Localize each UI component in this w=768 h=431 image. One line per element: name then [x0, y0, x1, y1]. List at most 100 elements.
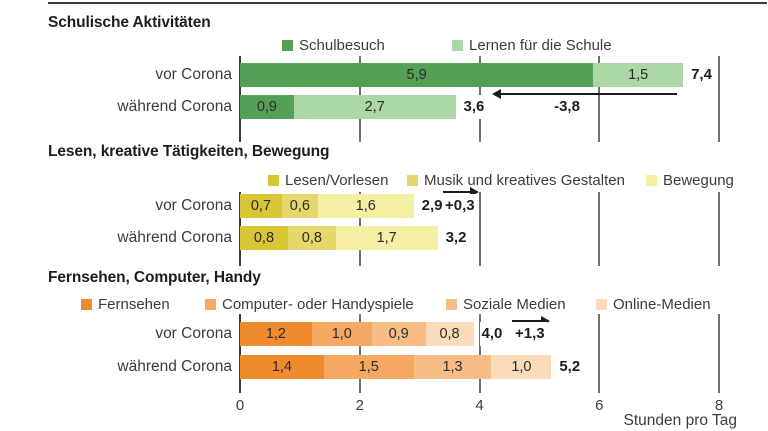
bar-segment: 1,5 — [323, 355, 414, 379]
legend-label: Musik und kreatives Gestalten — [424, 171, 625, 189]
bar-segment: 1,7 — [335, 226, 438, 250]
x-tick-label: 8 — [714, 397, 724, 414]
bar-segment-value: 0,8 — [253, 230, 275, 246]
x-tick-label: 4 — [475, 397, 484, 414]
legend-swatch-icon — [646, 174, 657, 186]
legend-label: Fernsehen — [98, 295, 170, 313]
bar-segment: 0,7 — [240, 194, 282, 218]
bar-segment: 0,8 — [425, 322, 474, 346]
bar-segment-value: 0,8 — [439, 326, 460, 342]
bar-segment: 0,9 — [240, 95, 294, 119]
bar-segment-value: 1,5 — [628, 67, 649, 83]
bar-total-value: 3,2 — [443, 226, 469, 250]
group-title: Schulische Aktivitäten — [48, 14, 211, 31]
legend-swatch-icon — [407, 174, 418, 186]
bar-row-label: während Corona — [117, 98, 232, 115]
bar-total-value: 5,2 — [557, 355, 583, 379]
group-title: Fernsehen, Computer, Handy — [48, 269, 261, 286]
change-arrow-head — [492, 89, 501, 99]
legend-item: Bewegung — [646, 171, 734, 189]
legend-label: Computer- oder Handyspiele — [222, 295, 414, 313]
bar-segment: 0,8 — [287, 226, 336, 250]
legend-label: Online-Medien — [613, 295, 711, 313]
legend-item: Schulbesuch — [282, 36, 385, 54]
bar-segment-value: 1,0 — [331, 326, 352, 342]
bar-segment-value: 1,3 — [442, 359, 463, 375]
bar-total-value: 2,9 — [419, 194, 445, 218]
bar-segment: 5,9 — [240, 63, 594, 87]
legend-swatch-icon — [596, 298, 607, 310]
bar-row-label: vor Corona — [155, 325, 232, 342]
bar-segment-value: 1,5 — [358, 359, 379, 375]
bar-segment-value: 1,6 — [355, 198, 376, 214]
bar-segment-value: 1,0 — [511, 359, 532, 375]
bar-segment: 2,7 — [293, 95, 456, 119]
legend-swatch-icon — [81, 298, 92, 310]
bar-segment: 1,2 — [240, 322, 312, 346]
legend-swatch-icon — [282, 39, 293, 51]
bar-segment-value: 0,9 — [256, 99, 278, 115]
bar-total-value: 7,4 — [689, 63, 714, 87]
legend-item: Soziale Medien — [446, 295, 566, 313]
legend-item: Computer- oder Handyspiele — [205, 295, 414, 313]
bar-segment-value: 5,9 — [406, 67, 427, 83]
bar-segment-value: 0,8 — [301, 230, 322, 246]
bar-segment-value: 1,7 — [376, 230, 397, 246]
legend-item: Fernsehen — [81, 295, 170, 313]
axis-zero-line — [239, 56, 241, 393]
legend-swatch-icon — [446, 298, 457, 310]
legend-item: Online-Medien — [596, 295, 711, 313]
legend-label: Soziale Medien — [463, 295, 566, 313]
change-value-label: +1,3 — [513, 322, 547, 346]
gridline — [478, 56, 481, 393]
bar-segment-value: 0,6 — [289, 198, 310, 214]
top-divider-rule — [48, 2, 767, 4]
bar-total-value: 3,6 — [461, 95, 487, 119]
legend-item: Lesen/Vorlesen — [268, 171, 388, 189]
x-tick-label: 0 — [235, 397, 245, 414]
bar-segment: 1,6 — [317, 194, 414, 218]
bar-segment: 1,4 — [240, 355, 324, 379]
change-value-label: +0,3 — [443, 194, 477, 218]
bar-row-label: vor Corona — [155, 66, 232, 83]
x-tick-label: 6 — [595, 397, 604, 414]
section-header-mask — [0, 266, 768, 314]
x-tick-label: 2 — [355, 397, 364, 414]
legend-item: Lernen für die Schule — [452, 36, 612, 54]
change-arrow-head — [470, 187, 479, 197]
bar-segment-value: 1,2 — [265, 326, 286, 342]
group-title: Lesen, kreative Tätigkeiten, Bewegung — [48, 143, 330, 160]
bar-total-value: 4,0 — [479, 322, 505, 346]
legend-label: Lernen für die Schule — [469, 36, 612, 54]
change-arrow-line — [512, 320, 542, 322]
gridline — [598, 56, 601, 393]
bar-segment: 1,0 — [491, 355, 552, 379]
section-header-mask — [0, 142, 768, 192]
bar-segment: 0,9 — [371, 322, 426, 346]
bar-segment: 1,0 — [311, 322, 372, 346]
legend-swatch-icon — [205, 298, 216, 310]
change-arrow-line — [443, 191, 471, 193]
change-arrow-line — [500, 93, 677, 95]
bar-row-label: vor Corona — [155, 197, 232, 214]
legend-label: Lesen/Vorlesen — [285, 171, 389, 189]
legend-swatch-icon — [452, 39, 463, 51]
change-value-label: -3,8 — [552, 95, 582, 119]
bar-segment: 0,8 — [240, 226, 288, 250]
bar-row-label: während Corona — [117, 229, 232, 246]
change-arrow-head — [541, 316, 550, 326]
bar-segment-value: 1,4 — [271, 359, 292, 375]
bar-row-label: während Corona — [117, 358, 232, 375]
legend-label: Schulbesuch — [299, 36, 385, 54]
bar-segment-value: 2,7 — [364, 99, 385, 115]
bar-segment: 1,3 — [413, 355, 492, 379]
bar-segment-value: 0,7 — [250, 198, 272, 214]
gridline — [718, 56, 720, 393]
legend-label: Bewegung — [663, 171, 734, 189]
bar-segment: 0,6 — [281, 194, 318, 218]
x-axis-title: Stunden pro Tag — [623, 412, 737, 429]
bar-segment-value: 0,9 — [388, 326, 409, 342]
legend-item: Musik und kreatives Gestalten — [407, 171, 625, 189]
legend-swatch-icon — [268, 174, 279, 186]
